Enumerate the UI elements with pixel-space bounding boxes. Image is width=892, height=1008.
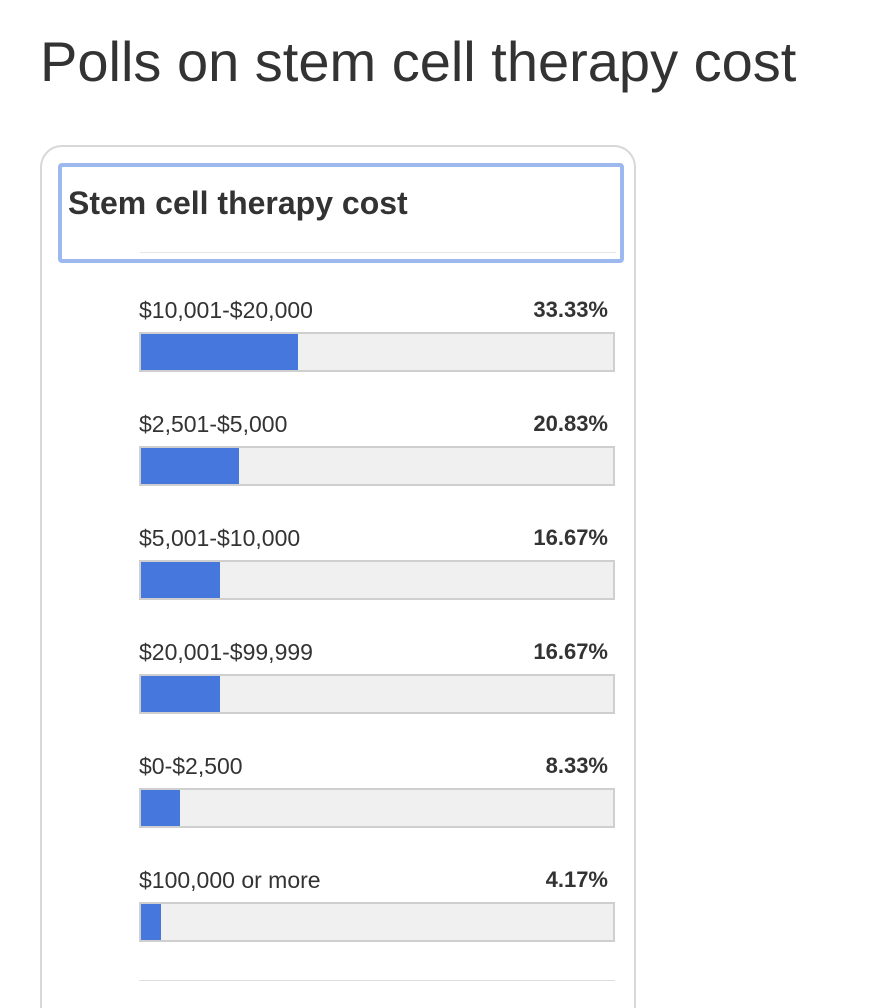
poll-option-label: $5,001-$10,000 <box>139 525 301 551</box>
poll-option-percent: 16.67% <box>533 525 608 550</box>
poll-option-label: $20,001-$99,999 <box>139 639 313 665</box>
poll-option-bar-fill <box>141 334 299 370</box>
poll-option: $100,000 or more 4.17% <box>139 865 615 979</box>
poll-option-percent: 4.17% <box>545 867 608 892</box>
poll-option-bar-fill <box>141 676 220 712</box>
poll-option: $10,001-$20,000 33.33% <box>139 295 615 409</box>
poll-option-percent: 16.67% <box>533 639 608 664</box>
poll-option: $0-$2,500 8.33% <box>139 751 615 865</box>
poll-option-label: $100,000 or more <box>139 867 321 893</box>
poll-option-label: $2,501-$5,000 <box>139 411 288 437</box>
poll-option-bar <box>139 560 615 600</box>
poll-option-bar-fill <box>141 904 161 940</box>
poll-question: Stem cell therapy cost <box>68 185 408 221</box>
poll-option: $2,501-$5,000 20.83% <box>139 409 615 523</box>
poll-option-percent: 8.33% <box>545 753 608 778</box>
poll-option-bar-fill <box>141 562 220 598</box>
poll-option-label: $0-$2,500 <box>139 753 243 779</box>
poll-divider <box>139 980 615 981</box>
poll-option-label: $10,001-$20,000 <box>139 297 313 323</box>
poll-options: $10,001-$20,000 33.33% $2,501-$5,000 20.… <box>139 295 615 979</box>
poll-header[interactable]: Stem cell therapy cost <box>58 163 624 263</box>
poll-option-bar-fill <box>141 790 181 826</box>
poll-option-bar-fill <box>141 448 240 484</box>
header-divider <box>140 252 616 253</box>
poll-option: $20,001-$99,999 16.67% <box>139 637 615 751</box>
poll-option-percent: 33.33% <box>533 297 608 322</box>
poll-option-bar <box>139 788 615 828</box>
poll-option-bar <box>139 674 615 714</box>
page-title: Polls on stem cell therapy cost <box>40 30 797 93</box>
poll-card: Stem cell therapy cost $10,001-$20,000 3… <box>40 145 636 1008</box>
poll-option-bar <box>139 446 615 486</box>
poll-option: $5,001-$10,000 16.67% <box>139 523 615 637</box>
poll-option-bar <box>139 902 615 942</box>
poll-option-bar <box>139 332 615 372</box>
poll-option-percent: 20.83% <box>533 411 608 436</box>
